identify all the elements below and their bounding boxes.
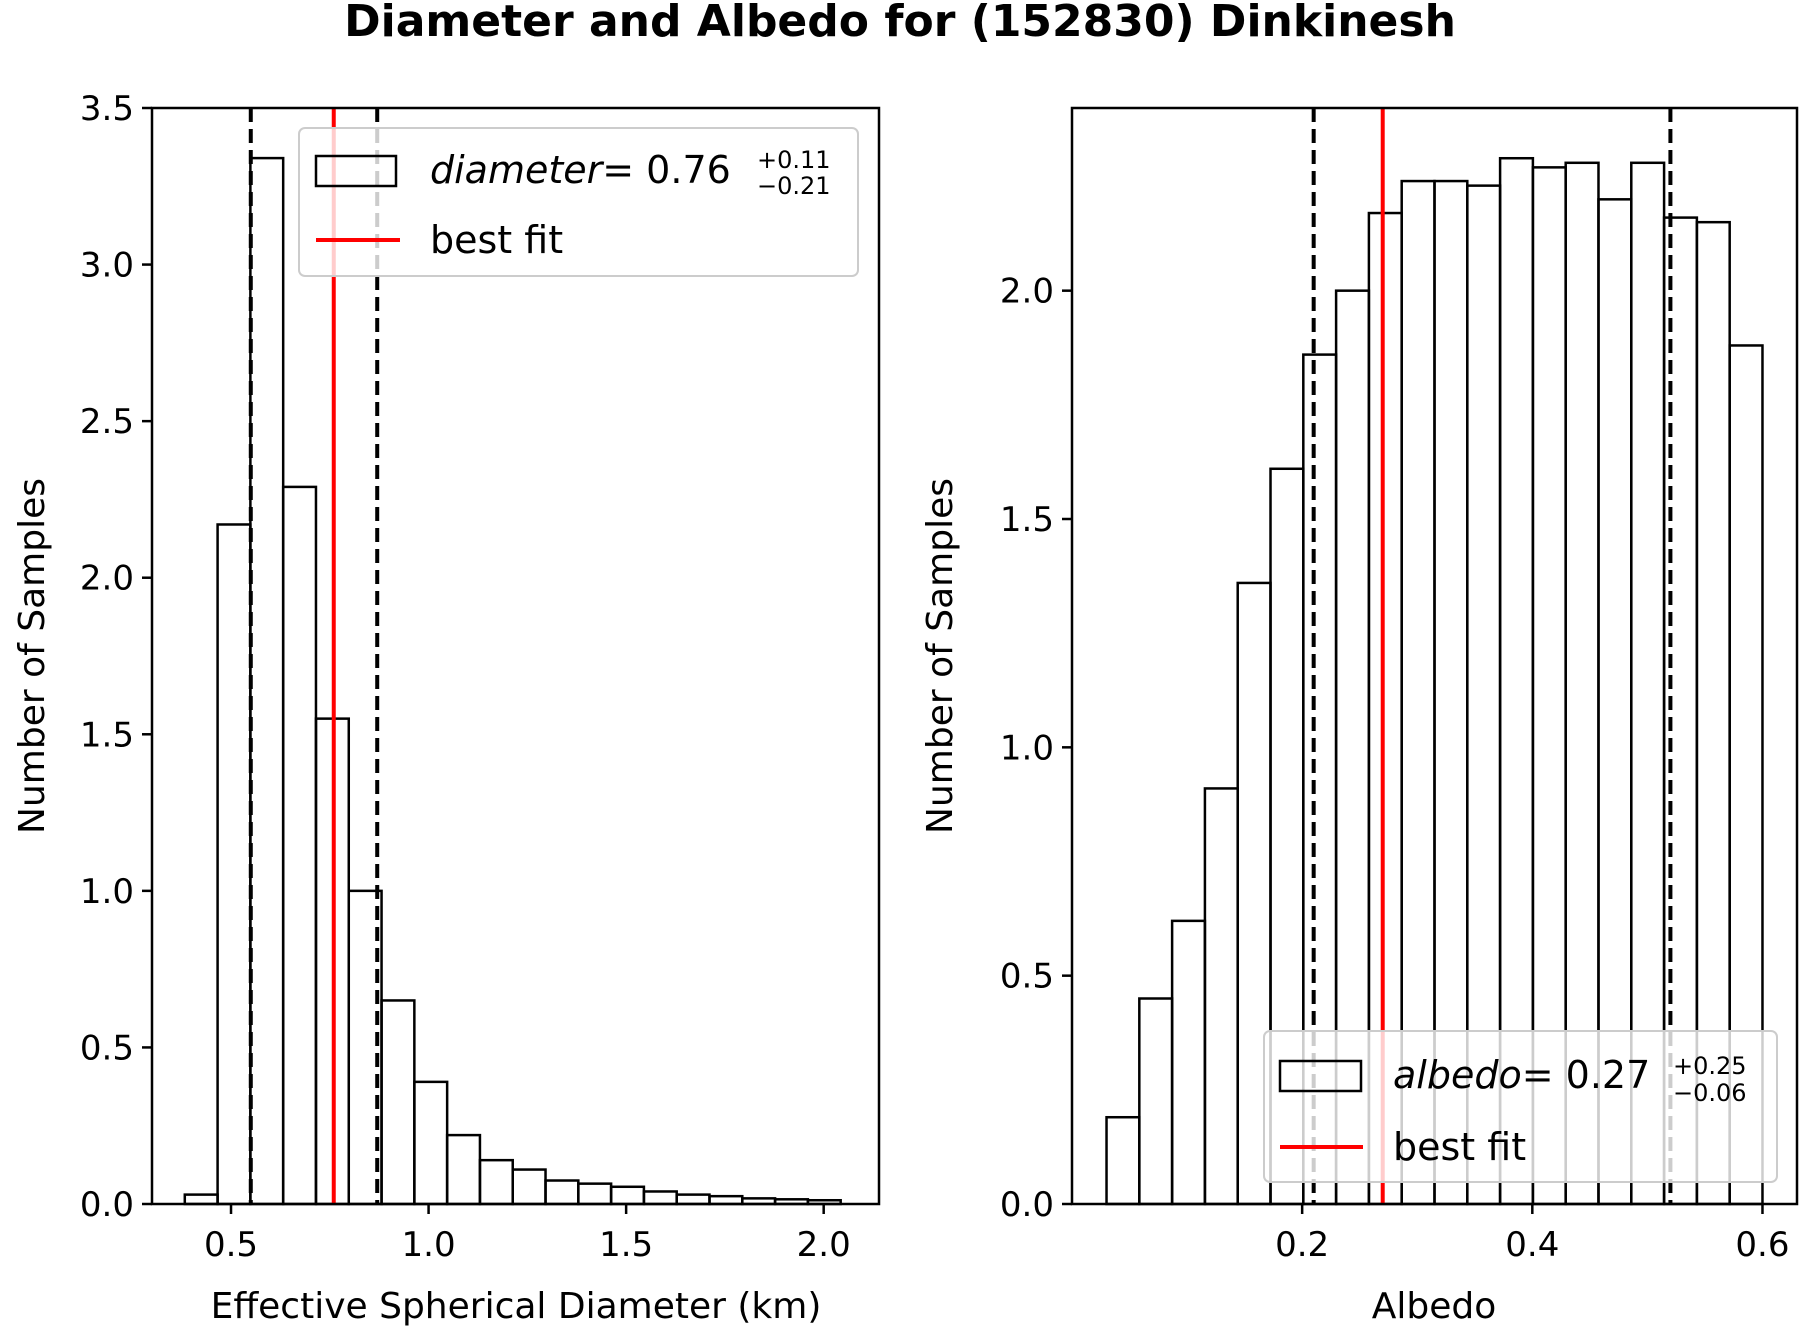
diameter-ticks: 0.5 1.0 1.5 2.0 0.0 0.5 1.0 1.5 2.0 2.5 3.0 3.5 <box>80 89 851 1265</box>
diameter-x-axis-label: Effective Spherical Diameter (km) <box>211 1286 822 1327</box>
diameter-hist-bin <box>478 1158 514 1206</box>
diameter-hist-bin <box>445 1133 482 1206</box>
diameter-y-tick-label: 0.5 <box>80 1028 134 1068</box>
diameter-legend-minus: −0.21 <box>757 172 831 200</box>
albedo-legend-hist-swatch <box>1278 1059 1363 1093</box>
albedo-legend-eq: = 0.27 <box>1522 1053 1651 1097</box>
diameter-legend-hist-label: diameter= 0.76 <box>430 148 731 192</box>
albedo-x-axis-label: Albedo <box>1372 1286 1497 1327</box>
albedo-y-tick-label: 0.0 <box>1000 1185 1054 1225</box>
diameter-hist-bin <box>511 1168 547 1206</box>
diameter-hist-bin <box>216 523 252 1206</box>
diameter-legend-var: diameter <box>430 148 605 192</box>
diameter-hist-bin <box>380 999 416 1206</box>
albedo-y-tick-label: 1.0 <box>1000 728 1054 768</box>
albedo-x-tick-label: 0.2 <box>1275 1225 1329 1265</box>
albedo-hist-bin <box>1138 997 1174 1206</box>
albedo-x-tick-label: 0.4 <box>1505 1225 1559 1265</box>
diameter-legend-eq: = 0.76 <box>602 148 731 192</box>
albedo-plot-marks <box>1105 108 1764 1206</box>
diameter-plot-frame <box>150 106 881 1206</box>
diameter-hist-bin <box>249 156 285 1206</box>
diameter-y-tick-label: 3.5 <box>80 89 134 129</box>
diameter-hist-bin <box>281 485 318 1206</box>
albedo-legend-plus: +0.25 <box>1673 1052 1747 1080</box>
diameter-hist-bin <box>642 1190 678 1206</box>
albedo-legend-var: albedo <box>1393 1053 1522 1097</box>
diameter-x-tick-label: 0.5 <box>204 1225 258 1265</box>
diameter-x-tick-label: 1.5 <box>599 1225 653 1265</box>
albedo-panel: 0.2 0.4 0.6 0.0 0.5 1.0 1.5 2.0 Albedo Number o… <box>920 106 1799 1327</box>
albedo-hist-bin <box>1170 919 1207 1206</box>
diameter-y-tick-label: 2.0 <box>80 559 134 599</box>
diameter-y-tick-label: 1.0 <box>80 872 134 912</box>
diameter-x-tick-label: 1.0 <box>402 1225 456 1265</box>
albedo-ticks: 0.2 0.4 0.6 0.0 0.5 1.0 1.5 2.0 <box>1000 272 1790 1265</box>
albedo-legend: albedo= 0.27 +0.25 −0.06 best fit <box>1263 1030 1778 1183</box>
diameter-y-tick-label: 2.5 <box>80 402 134 442</box>
albedo-legend-frame <box>1263 1030 1778 1183</box>
diameter-y-tick-label: 3.0 <box>80 246 134 286</box>
diameter-hist-bin <box>413 1080 449 1206</box>
diameter-legend-hist-swatch <box>314 154 398 188</box>
albedo-hist-bin <box>1105 1115 1141 1206</box>
albedo-y-tick-label: 0.5 <box>1000 957 1054 997</box>
diameter-y-tick-label: 1.5 <box>80 715 134 755</box>
diameter-legend: diameter= 0.76 +0.11 −0.21 best fit <box>298 127 859 277</box>
figure-title: Diameter and Albedo for (152830) Dinkine… <box>344 0 1456 47</box>
diameter-x-tick-label: 2.0 <box>797 1225 851 1265</box>
albedo-y-tick-label: 2.0 <box>1000 272 1054 312</box>
diameter-hist-bin <box>183 1193 219 1206</box>
diameter-y-axis-label: Number of Samples <box>12 478 53 834</box>
albedo-y-tick-label: 1.5 <box>1000 500 1054 540</box>
diameter-legend-frame <box>298 127 859 277</box>
albedo-legend-minus: −0.06 <box>1673 1079 1747 1107</box>
diameter-y-tick-label: 0.0 <box>80 1185 134 1225</box>
albedo-y-axis-label: Number of Samples <box>920 478 961 834</box>
albedo-legend-hist-label: albedo= 0.27 <box>1393 1053 1650 1097</box>
diameter-panel: 0.5 1.0 1.5 2.0 0.0 0.5 1.0 1.5 2.0 2.5 3.0 3.5 Eff… <box>12 89 881 1327</box>
albedo-hist-bin <box>1203 787 1239 1206</box>
diameter-hist-bin <box>544 1179 580 1206</box>
diameter-legend-plus: +0.11 <box>757 146 831 174</box>
albedo-plot-frame <box>1070 106 1799 1206</box>
albedo-legend-best-fit-label: best fit <box>1393 1125 1526 1169</box>
diameter-hist-bin <box>577 1182 613 1206</box>
diameter-hist-bin <box>609 1185 646 1206</box>
diameter-hist-bin <box>675 1193 711 1206</box>
albedo-x-tick-label: 0.6 <box>1735 1225 1789 1265</box>
diameter-legend-best-fit-label: best fit <box>430 218 563 262</box>
